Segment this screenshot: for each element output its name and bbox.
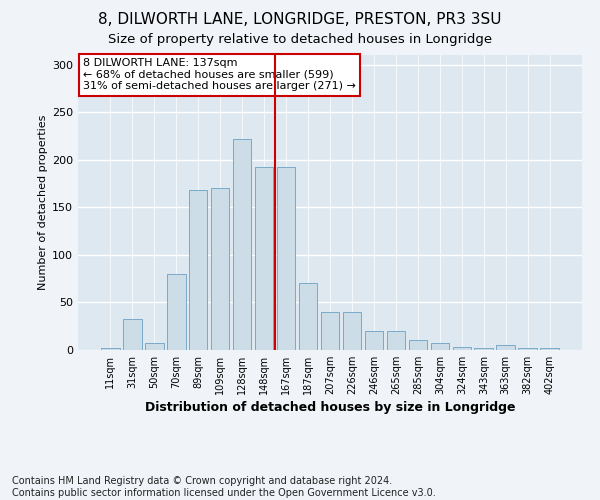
Bar (452, 347, 471, 350)
Bar (409, 340, 427, 350)
Bar (123, 318, 142, 350)
Bar (475, 348, 493, 350)
Bar (189, 190, 208, 350)
Bar (343, 312, 361, 350)
Y-axis label: Number of detached properties: Number of detached properties (38, 115, 48, 290)
Bar (233, 138, 251, 350)
Bar (320, 312, 340, 350)
Text: Contains HM Land Registry data © Crown copyright and database right 2024.
Contai: Contains HM Land Registry data © Crown c… (12, 476, 436, 498)
Bar (496, 345, 515, 350)
Text: 8, DILWORTH LANE, LONGRIDGE, PRESTON, PR3 3SU: 8, DILWORTH LANE, LONGRIDGE, PRESTON, PR… (98, 12, 502, 28)
Bar (167, 274, 185, 350)
Text: 8 DILWORTH LANE: 137sqm
← 68% of detached houses are smaller (599)
31% of semi-d: 8 DILWORTH LANE: 137sqm ← 68% of detache… (83, 58, 356, 91)
Bar (365, 331, 383, 350)
Bar (101, 348, 119, 350)
Bar (518, 348, 537, 350)
Bar (386, 331, 405, 350)
Bar (541, 348, 559, 350)
Bar (431, 344, 449, 350)
Bar (211, 188, 229, 350)
Text: Size of property relative to detached houses in Longridge: Size of property relative to detached ho… (108, 32, 492, 46)
Bar (277, 168, 295, 350)
X-axis label: Distribution of detached houses by size in Longridge: Distribution of detached houses by size … (145, 401, 515, 414)
Bar (255, 168, 274, 350)
Bar (145, 344, 164, 350)
Bar (299, 284, 317, 350)
